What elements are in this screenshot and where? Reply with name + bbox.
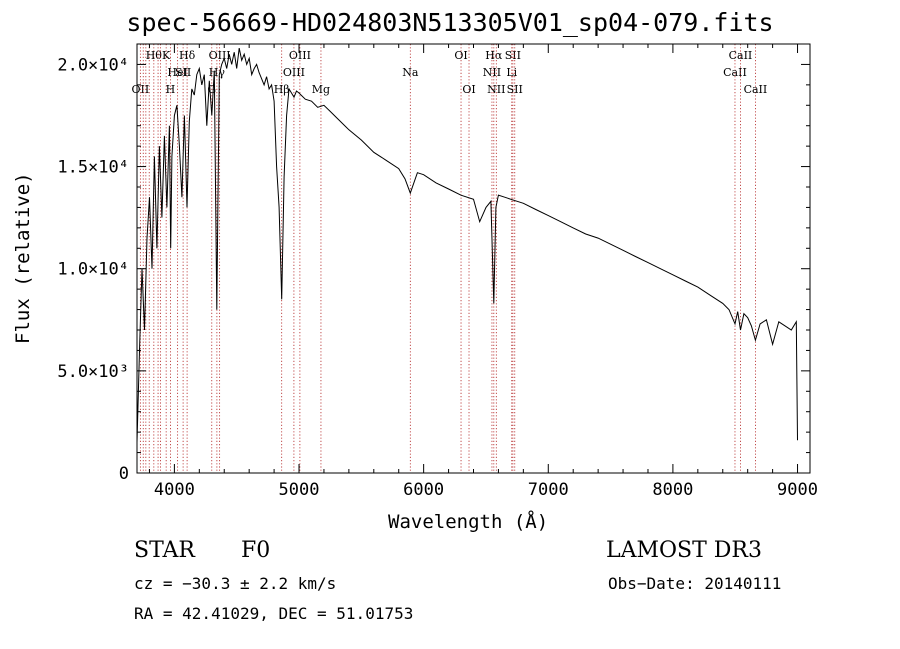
line-marker-label-17: OIII bbox=[289, 49, 311, 62]
object-class: STAR bbox=[134, 538, 195, 563]
line-marker-label-7: K bbox=[162, 49, 171, 62]
x-axis-label: Wavelength (Å) bbox=[388, 511, 549, 533]
line-marker-label-8: H bbox=[166, 83, 176, 96]
y-tick-label-2: 1.0×10⁴ bbox=[57, 260, 129, 280]
x-tick-label-3: 7000 bbox=[528, 480, 569, 500]
line-marker-label-23: Hα bbox=[485, 49, 503, 62]
x-tick-label-4: 8000 bbox=[652, 480, 693, 500]
y-tick-label-0: 0 bbox=[119, 464, 129, 484]
y-axis-label: Flux (relative) bbox=[12, 172, 34, 344]
line-marker-label-22: NII bbox=[483, 66, 501, 79]
y-tick-label-4: 2.0×10⁴ bbox=[57, 55, 129, 75]
x-tick-label-5: 9000 bbox=[777, 480, 818, 500]
line-marker-label-16: OIII bbox=[283, 66, 305, 79]
object-subclass: F0 bbox=[241, 538, 271, 563]
line-marker-label-27: SII bbox=[507, 83, 523, 96]
chart-title: spec-56669-HD024803N513305V01_sp04-079.f… bbox=[126, 8, 774, 37]
line-marker-label-26: SII bbox=[505, 49, 521, 62]
coordinates: RA = 42.41029, DEC = 51.01753 bbox=[134, 604, 414, 623]
x-tick-label-0: 4000 bbox=[154, 480, 195, 500]
line-marker-label-4: Hθ bbox=[146, 49, 163, 62]
line-marker-label-24: NII bbox=[487, 83, 505, 96]
line-marker-label-12: G bbox=[207, 83, 216, 96]
redshift-info: cz = −30.3 ± 2.2 km/s bbox=[134, 574, 337, 593]
line-marker-label-15: Hβ bbox=[274, 83, 290, 96]
line-marker-label-11: Hδ bbox=[179, 49, 196, 62]
line-marker-label-10: SII bbox=[175, 66, 191, 79]
y-tick-label-3: 1.5×10⁴ bbox=[57, 158, 129, 178]
line-marker-label-25: Li bbox=[506, 66, 517, 79]
y-tick-label-1: 5.0×10³ bbox=[57, 362, 129, 382]
x-tick-label-1: 5000 bbox=[279, 480, 320, 500]
line-marker-label-18: Mg bbox=[312, 83, 330, 96]
line-marker-label-14: OIII bbox=[209, 49, 231, 62]
line-marker-label-21: OI bbox=[462, 83, 475, 96]
line-marker-label-9: HeI bbox=[167, 66, 187, 79]
x-tick-label-2: 6000 bbox=[403, 480, 444, 500]
observation-date: Obs−Date: 20140111 bbox=[608, 574, 782, 593]
line-marker-label-19: Na bbox=[402, 66, 419, 79]
survey-name: LAMOST DR3 bbox=[606, 538, 762, 563]
plot-frame bbox=[136, 43, 811, 474]
line-marker-label-28: CaII bbox=[723, 66, 747, 79]
line-marker-label-13: Hγ bbox=[209, 66, 226, 79]
line-marker-label-0: OII bbox=[132, 83, 150, 96]
line-marker-label-29: CaII bbox=[729, 49, 753, 62]
line-marker-label-30: CaII bbox=[744, 83, 768, 96]
spectrum-line bbox=[136, 47, 798, 443]
line-marker-label-20: OI bbox=[454, 49, 467, 62]
